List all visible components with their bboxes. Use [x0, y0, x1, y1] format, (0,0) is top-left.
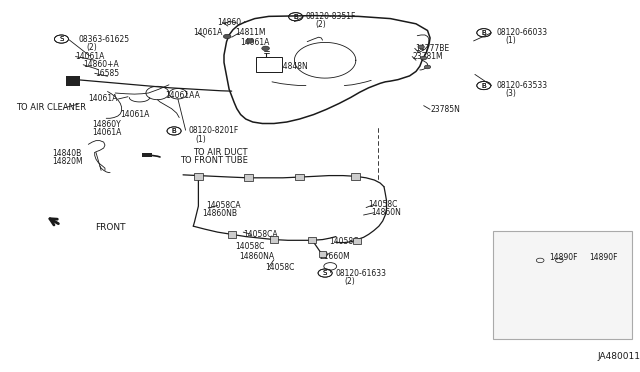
Bar — [270, 237, 278, 243]
Text: 14860N: 14860N — [371, 208, 401, 217]
Text: 23785N: 23785N — [430, 105, 460, 114]
Text: (1): (1) — [506, 36, 516, 45]
Text: B: B — [481, 83, 486, 89]
Text: FRONT: FRONT — [95, 223, 125, 232]
Text: 08120-8201F: 08120-8201F — [188, 126, 239, 135]
Circle shape — [262, 46, 269, 51]
Text: B: B — [172, 128, 177, 134]
Bar — [319, 251, 326, 257]
Text: 14860: 14860 — [218, 18, 242, 27]
Text: 14058C: 14058C — [369, 200, 398, 209]
Text: TO AIR CLEANER: TO AIR CLEANER — [16, 103, 86, 112]
Text: 08120-61633: 08120-61633 — [335, 269, 387, 278]
Text: B: B — [481, 30, 486, 36]
Text: 14058CA: 14058CA — [243, 230, 278, 239]
Bar — [228, 231, 236, 237]
Text: 16585: 16585 — [95, 69, 119, 78]
Text: 22660M: 22660M — [320, 252, 351, 261]
Text: 08120-8351F: 08120-8351F — [306, 12, 356, 21]
Circle shape — [418, 45, 424, 49]
Text: 14061AA: 14061AA — [165, 92, 200, 100]
Polygon shape — [224, 16, 430, 124]
Text: 14058C: 14058C — [329, 237, 358, 246]
Text: 14777BE: 14777BE — [415, 44, 449, 53]
Text: 14061A: 14061A — [241, 38, 270, 47]
Text: 14061A: 14061A — [193, 28, 223, 37]
Bar — [308, 237, 316, 244]
Circle shape — [424, 65, 431, 69]
Text: S: S — [60, 36, 63, 42]
Text: 14061A: 14061A — [120, 110, 150, 119]
Text: B: B — [481, 30, 486, 36]
Text: 08363-61625: 08363-61625 — [78, 35, 129, 44]
Text: 14860NB: 14860NB — [202, 209, 237, 218]
Text: S: S — [323, 270, 327, 276]
Text: 14890F: 14890F — [549, 253, 578, 262]
Text: 14811M: 14811M — [236, 28, 266, 37]
Text: 14058C: 14058C — [236, 242, 265, 251]
Text: 14061A: 14061A — [92, 128, 122, 137]
Text: (2): (2) — [315, 20, 326, 29]
Text: 23781M: 23781M — [412, 52, 443, 61]
Text: JA480011: JA480011 — [598, 352, 640, 361]
Text: B: B — [481, 83, 486, 89]
Text: 14061A: 14061A — [88, 94, 118, 103]
Text: B: B — [172, 128, 177, 134]
Text: 14840B: 14840B — [52, 149, 82, 158]
Bar — [351, 173, 360, 180]
Circle shape — [223, 34, 231, 39]
Text: S: S — [323, 270, 327, 276]
Bar — [142, 153, 152, 157]
Text: B: B — [293, 14, 298, 20]
Text: 14058C: 14058C — [265, 263, 294, 272]
Bar — [353, 237, 362, 244]
FancyBboxPatch shape — [493, 231, 632, 339]
Text: (2): (2) — [86, 43, 97, 52]
Text: 14058CA: 14058CA — [206, 201, 241, 210]
Circle shape — [420, 56, 427, 60]
Text: 14848N: 14848N — [278, 62, 308, 71]
Bar — [194, 173, 203, 180]
Text: (3): (3) — [506, 89, 516, 98]
Bar — [256, 57, 282, 72]
Text: TO FRONT TUBE: TO FRONT TUBE — [180, 156, 248, 165]
Text: 14860Y: 14860Y — [92, 120, 121, 129]
Bar — [66, 76, 80, 86]
Text: 14860NA: 14860NA — [239, 252, 275, 261]
Bar — [295, 174, 304, 180]
Text: 14890F: 14890F — [589, 253, 618, 262]
Circle shape — [246, 39, 253, 43]
Text: (2): (2) — [344, 277, 355, 286]
Text: B: B — [293, 14, 298, 20]
Text: 14061A: 14061A — [76, 52, 105, 61]
Text: 14860+A: 14860+A — [83, 60, 119, 69]
Text: TO AIR DUCT: TO AIR DUCT — [193, 148, 248, 157]
Text: 08120-66033: 08120-66033 — [497, 28, 548, 37]
Text: S: S — [60, 36, 63, 42]
Text: (1): (1) — [195, 135, 206, 144]
Bar — [244, 174, 253, 181]
Text: 14820M: 14820M — [52, 157, 83, 166]
Text: 08120-63533: 08120-63533 — [497, 81, 548, 90]
